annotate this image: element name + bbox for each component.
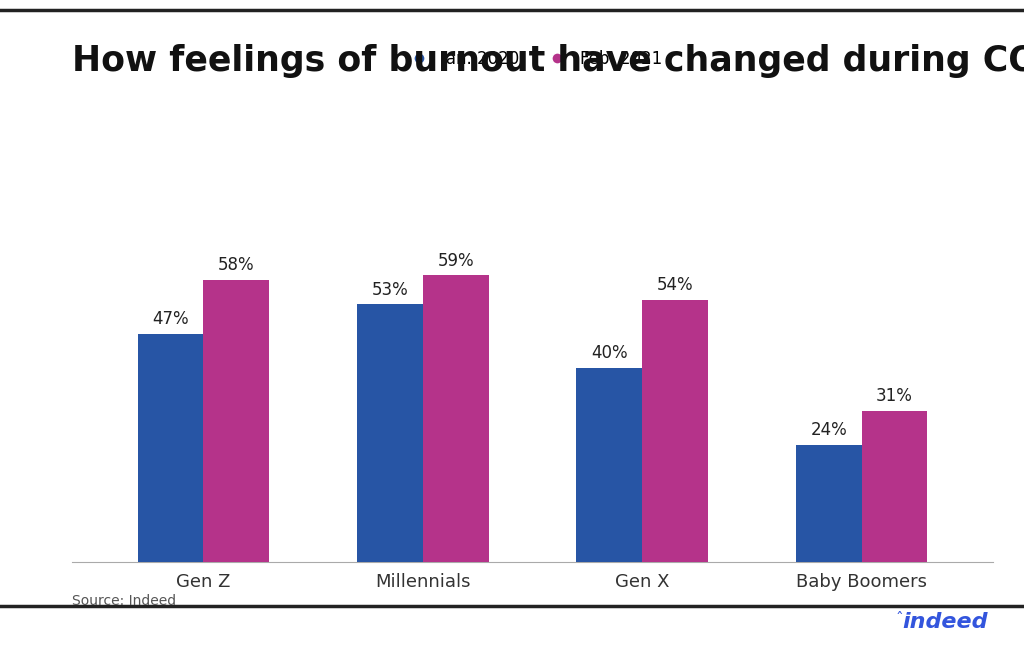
Bar xyxy=(642,300,708,562)
Text: ˆ: ˆ xyxy=(896,612,903,627)
Bar xyxy=(423,276,488,562)
Bar xyxy=(861,411,928,562)
Bar xyxy=(796,445,861,562)
Legend: Jan. 2020, Feb. 2021: Jan. 2020, Feb. 2021 xyxy=(395,44,670,75)
Text: 58%: 58% xyxy=(218,257,255,274)
Text: 54%: 54% xyxy=(656,276,693,294)
Bar xyxy=(577,368,642,562)
Text: Source: Indeed: Source: Indeed xyxy=(72,594,176,608)
Bar xyxy=(357,304,423,562)
Text: How feelings of burnout have changed during COVID-19: How feelings of burnout have changed dur… xyxy=(72,44,1024,78)
Text: 47%: 47% xyxy=(153,310,188,328)
Text: indeed: indeed xyxy=(903,612,988,632)
Bar xyxy=(204,280,269,562)
Text: 59%: 59% xyxy=(437,251,474,270)
Bar xyxy=(137,334,204,562)
Text: 31%: 31% xyxy=(877,387,913,406)
Text: 24%: 24% xyxy=(810,421,847,439)
Text: 53%: 53% xyxy=(372,281,409,298)
Text: 40%: 40% xyxy=(591,343,628,362)
